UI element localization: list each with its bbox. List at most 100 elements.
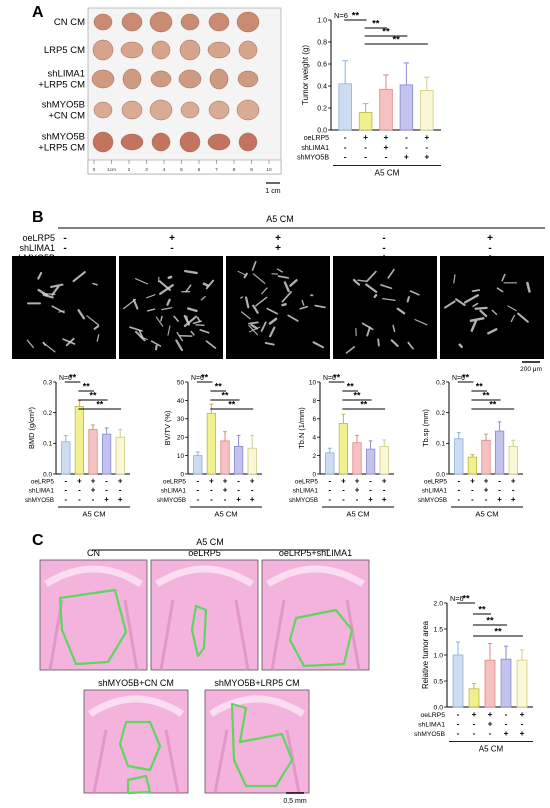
condition-sign: - <box>471 486 474 495</box>
bar <box>481 439 491 475</box>
significance-label: ** <box>222 390 229 400</box>
significance-label: ** <box>215 381 222 391</box>
n-label: N=6 <box>334 11 348 20</box>
trabecula-strand <box>487 328 498 335</box>
growth-plate <box>155 565 254 587</box>
microct-image-bg <box>333 256 437 359</box>
significance-label: ** <box>483 390 490 400</box>
tumor-row-label-line: shMYO5B <box>42 100 85 111</box>
n-label: N=6 <box>450 594 464 603</box>
group-label: A5 CM <box>214 509 237 518</box>
trabecula-strand <box>281 303 287 307</box>
trabecula-strand <box>510 314 516 323</box>
trabecula-strand <box>252 273 266 284</box>
bar <box>516 659 528 708</box>
condition-sign: - <box>457 718 460 728</box>
trabecula-strand <box>496 287 504 293</box>
condition-sign: + <box>250 495 255 504</box>
trabecula-strand <box>366 270 377 283</box>
trabecula-strand <box>444 300 456 309</box>
tumor-row-label-line: +CN CM <box>48 111 85 122</box>
bar <box>247 447 257 475</box>
trabecula-strand <box>264 341 275 346</box>
trabecula-strand <box>134 330 146 342</box>
condition-sign: - <box>64 476 67 485</box>
condition-sign: - <box>405 132 408 142</box>
trabecula-strand <box>301 299 305 306</box>
condition-sign: + <box>504 728 509 738</box>
y-tick-label: 1.0 <box>317 17 327 24</box>
microct-condition-sign: - <box>488 243 491 254</box>
tumor-sample <box>209 68 229 90</box>
growth-plate <box>44 565 143 587</box>
microct-image-bg <box>440 256 544 359</box>
condition-sign: - <box>210 486 213 495</box>
tumor-row-label-line: +LRP5 CM <box>38 80 85 91</box>
tumor-row-label-line: CN CM <box>54 17 85 28</box>
y-tick-label: 2 <box>312 453 316 460</box>
condition-sign: + <box>382 495 387 504</box>
condition-sign: - <box>224 495 227 504</box>
photo-scale-label: 1 cm <box>265 188 280 195</box>
condition-label: shLIMA1 <box>418 721 445 728</box>
condition-sign: - <box>505 718 508 728</box>
trabecula-strand <box>281 291 292 303</box>
tumor-outline <box>118 720 162 795</box>
tumor-sample <box>150 70 172 88</box>
trabecula-strand <box>240 311 251 320</box>
trabecula-strand <box>186 307 198 313</box>
condition-sign: + <box>384 132 389 142</box>
condition-sign: - <box>498 486 501 495</box>
trabecula-strand <box>196 316 201 322</box>
group-label: A5 CM <box>479 744 504 753</box>
tumor-sample <box>93 13 113 31</box>
trabecula-strand <box>195 324 205 327</box>
significance-label: ** <box>486 615 494 625</box>
microct-condition-sign: - <box>382 233 385 244</box>
tumor-sample <box>91 69 115 89</box>
bar <box>325 452 335 475</box>
histology-label: shMYO5B+CN CM <box>98 678 174 688</box>
condition-sign: - <box>64 486 67 495</box>
trabecula-strand <box>387 268 395 279</box>
condition-sign: + <box>223 486 228 495</box>
condition-sign: - <box>457 709 460 719</box>
condition-sign: + <box>236 495 241 504</box>
trabecula-strand <box>255 296 268 307</box>
microct-condition-sign: - <box>170 243 173 254</box>
bar <box>115 436 125 475</box>
trabecula-strand <box>261 287 268 295</box>
condition-sign: + <box>404 152 409 162</box>
tumor-photo: 0 1cm 2 3 4 5 6 7 8 9 10 <box>87 7 282 175</box>
condition-sign: + <box>484 486 489 495</box>
y-tick-label: 4 <box>312 435 316 442</box>
trabecula-strand <box>250 323 259 330</box>
trabecula-strand <box>455 298 466 307</box>
bar <box>358 112 373 131</box>
condition-sign: - <box>485 495 488 504</box>
condition-sign: - <box>251 486 254 495</box>
trabecula-strand <box>159 284 174 295</box>
bar <box>379 88 393 131</box>
tumor-outline <box>288 608 354 668</box>
condition-sign: - <box>342 495 345 504</box>
condition-label: oeLRP5 <box>163 478 187 485</box>
y-tick-label: 0.2 <box>317 105 327 112</box>
trabecula-strand <box>134 278 149 285</box>
condition-sign: - <box>344 132 347 142</box>
ruler-tick-label: 3 <box>145 167 148 173</box>
microct-image <box>12 256 116 359</box>
trabecula-strand <box>361 322 374 331</box>
condition-sign: - <box>196 495 199 504</box>
condition-sign: + <box>384 142 389 152</box>
trabecula-strand <box>185 284 192 293</box>
trabecula-strand <box>123 298 137 310</box>
microct-condition-sign: - <box>382 243 385 254</box>
condition-sign: + <box>355 476 360 485</box>
trabecula-strand <box>469 317 485 322</box>
condition-sign: - <box>119 486 122 495</box>
bar <box>484 659 496 708</box>
significance-label: ** <box>489 399 496 409</box>
y-tick-label: 0.3 <box>43 379 52 386</box>
bar <box>338 83 352 131</box>
